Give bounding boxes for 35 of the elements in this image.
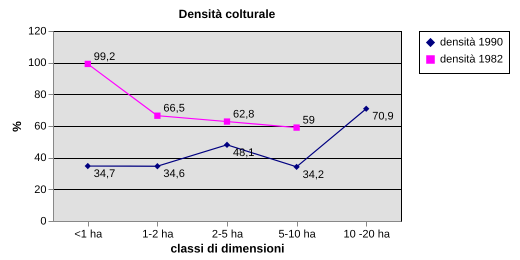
point	[154, 112, 161, 119]
x-tick-label: <1 ha	[74, 228, 104, 240]
x-tick-label: 5-10 ha	[278, 228, 317, 240]
y-tick-label: 120	[28, 26, 46, 38]
point	[154, 163, 161, 170]
legend-label: densità 1982	[440, 54, 503, 66]
data-label: 62,8	[233, 108, 254, 121]
y-tick-label: 20	[34, 184, 46, 196]
legend-label: densità 1990	[440, 36, 503, 48]
point	[224, 118, 230, 125]
point	[224, 142, 230, 148]
x-axis-title: classi di dimensioni	[170, 242, 285, 256]
chart-title: Densità colturale	[178, 7, 276, 21]
data-label: 34,2	[302, 168, 324, 181]
point	[363, 106, 370, 112]
y-tick-label: 0	[40, 216, 46, 228]
y-tick-label: 100	[28, 57, 46, 70]
data-label: 48,1	[233, 146, 254, 159]
x-tick-label: 2-5 ha	[212, 228, 244, 240]
y-axis-title: %	[10, 120, 24, 132]
x-tick-label: 1-2 ha	[142, 228, 174, 240]
x-tick-label: 10 -20 ha	[343, 228, 391, 240]
data-label: 66,5	[163, 102, 185, 115]
y-tick-label: 40	[34, 152, 46, 164]
data-label: 99,2	[94, 50, 116, 63]
data-label: 34,7	[94, 168, 116, 180]
data-label: 59	[302, 114, 315, 127]
point	[293, 164, 300, 170]
point	[84, 162, 91, 170]
point	[84, 60, 91, 68]
data-label: 70,9	[372, 110, 394, 123]
point	[293, 124, 300, 131]
data-label: 34,6	[163, 168, 185, 180]
y-tick-label: 80	[34, 88, 46, 101]
y-tick-label: 60	[34, 120, 46, 132]
